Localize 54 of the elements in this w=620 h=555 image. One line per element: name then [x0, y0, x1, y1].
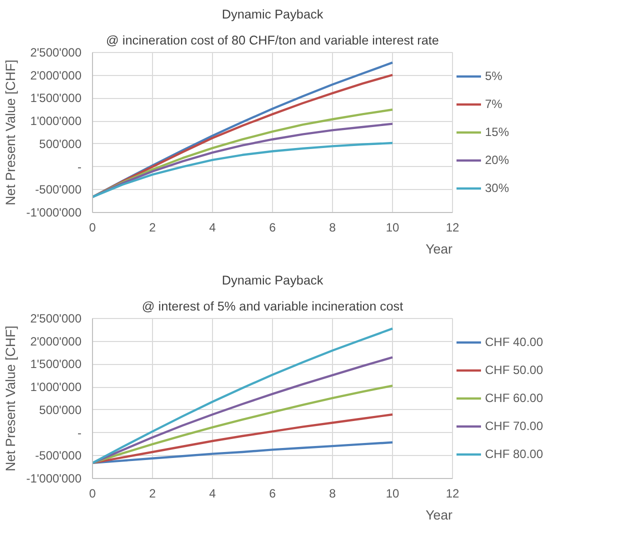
line-series — [92, 384, 394, 464]
y-tick-label: -500'000 — [35, 448, 82, 463]
x-tick-label: 0 — [89, 220, 96, 234]
x-tick-label: 6 — [269, 220, 276, 234]
y-tick-label: 2'000'000 — [30, 68, 82, 82]
legend-label: CHF 60.00 — [485, 391, 544, 405]
y-tick-label: 1'500'000 — [30, 357, 82, 372]
y-tick-label: -1'000'000 — [26, 472, 82, 486]
legend-label: 30% — [485, 181, 510, 195]
legend-label: 15% — [485, 125, 510, 139]
y-tick-label: 2'500'000 — [30, 46, 82, 60]
x-axis-title: Year — [426, 508, 454, 522]
legend-label: 20% — [485, 153, 510, 167]
x-tick-label: 8 — [329, 486, 336, 500]
y-tick-label: -500'000 — [35, 182, 82, 197]
x-tick-label: 4 — [209, 220, 216, 234]
y-tick-label: 2'000'000 — [30, 334, 82, 348]
line-series — [92, 327, 394, 464]
y-axis-title: Net Present Value [CHF] — [3, 60, 18, 206]
y-tick-label: - — [78, 426, 82, 440]
y-tick-label: - — [78, 160, 82, 174]
x-tick-label: 2 — [149, 486, 156, 500]
x-tick-label: 10 — [386, 486, 400, 500]
chart-subtitle: @ incineration cost of 80 CHF/ton and variable interest rate — [106, 34, 439, 48]
y-tick-label: 1'000'000 — [30, 114, 82, 128]
legend-label: CHF 80.00 — [485, 447, 544, 461]
legend-label: CHF 70.00 — [485, 419, 544, 433]
x-axis-title: Year — [426, 242, 454, 256]
y-tick-label: 1'000'000 — [30, 380, 82, 394]
x-tick-label: 10 — [386, 220, 400, 234]
legend-label: 7% — [485, 97, 504, 111]
x-tick-label: 4 — [209, 486, 216, 500]
line-series — [92, 441, 394, 464]
x-tick-label: 8 — [329, 220, 336, 234]
y-tick-label: 2'500'000 — [30, 312, 82, 326]
chart-subtitle: @ interest of 5% and variable incineration cost — [142, 300, 404, 314]
legend-label: CHF 40.00 — [485, 335, 544, 349]
y-tick-label: 500'000 — [39, 136, 82, 151]
legend-label: CHF 50.00 — [485, 363, 544, 377]
y-tick-label: 1'500'000 — [30, 91, 82, 106]
line-series — [92, 142, 394, 198]
y-tick-label: -1'000'000 — [26, 206, 82, 220]
line-series — [92, 413, 394, 464]
x-tick-label: 12 — [446, 220, 460, 234]
y-tick-label: 500'000 — [39, 402, 82, 417]
x-tick-label: 2 — [149, 220, 156, 234]
x-tick-label: 12 — [446, 486, 460, 500]
legend-label: 5% — [485, 69, 504, 83]
x-tick-label: 0 — [89, 486, 96, 500]
line-series — [92, 356, 394, 464]
chart-title: Dynamic Payback — [222, 8, 324, 22]
y-axis-title: Net Present Value [CHF] — [3, 326, 18, 472]
chart-title: Dynamic Payback — [222, 274, 324, 288]
x-tick-label: 6 — [269, 486, 276, 500]
